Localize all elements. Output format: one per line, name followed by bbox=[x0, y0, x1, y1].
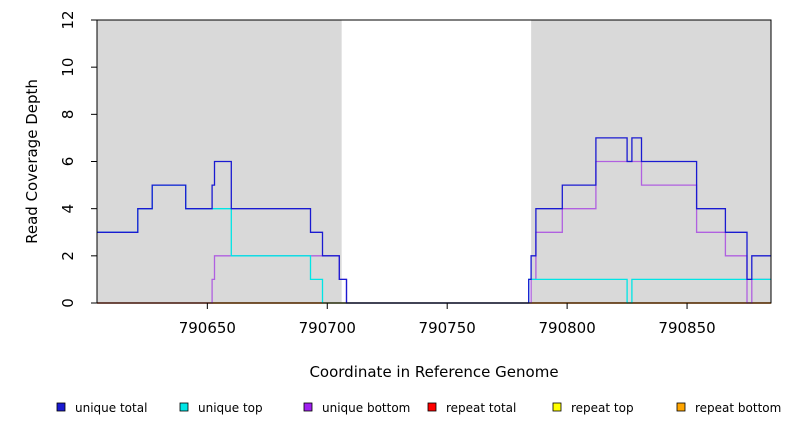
x-tick-label: 790700 bbox=[299, 319, 356, 337]
legend-swatch bbox=[676, 402, 686, 412]
x-tick-label: 790650 bbox=[179, 319, 236, 337]
legend-item-unique-bottom: unique bottom bbox=[303, 401, 410, 415]
x-tick-label: 790750 bbox=[419, 319, 476, 337]
legend-label: unique top bbox=[198, 401, 263, 415]
y-axis: 0 2 4 6 8 10 12 bbox=[59, 10, 97, 308]
legend: unique total unique top unique bottom repea… bbox=[56, 401, 781, 415]
legend-label: repeat total bbox=[446, 401, 516, 415]
legend-label: repeat top bbox=[571, 401, 634, 415]
y-tick-label: 4 bbox=[59, 204, 77, 214]
legend-item-repeat-top: repeat top bbox=[552, 401, 634, 415]
legend-label: unique total bbox=[75, 401, 147, 415]
y-tick-label: 6 bbox=[59, 157, 77, 167]
legend-item-unique-total: unique total bbox=[56, 401, 147, 415]
legend-swatch bbox=[427, 402, 437, 412]
legend-item-repeat-bottom: repeat bottom bbox=[676, 401, 781, 415]
x-axis: 790650 790700 790750 790800 790850 bbox=[179, 303, 716, 337]
y-tick-label: 12 bbox=[59, 10, 77, 29]
y-tick-label: 0 bbox=[59, 298, 77, 308]
y-tick-label: 10 bbox=[59, 58, 77, 77]
legend-swatch bbox=[303, 402, 313, 412]
x-axis-title: Coordinate in Reference Genome bbox=[309, 363, 558, 381]
x-tick-label: 790800 bbox=[538, 319, 595, 337]
legend-label: repeat bottom bbox=[695, 401, 781, 415]
y-tick-label: 8 bbox=[59, 110, 77, 120]
legend-swatch bbox=[179, 402, 189, 412]
legend-item-repeat-total: repeat total bbox=[427, 401, 516, 415]
legend-swatch bbox=[56, 402, 66, 412]
legend-label: unique bottom bbox=[322, 401, 410, 415]
legend-item-unique-top: unique top bbox=[179, 401, 263, 415]
legend-swatch bbox=[552, 402, 562, 412]
series-unique-total bbox=[97, 137, 771, 304]
y-axis-title: Read Coverage Depth bbox=[23, 79, 41, 244]
x-tick-label: 790850 bbox=[658, 319, 715, 337]
y-tick-label: 2 bbox=[59, 251, 77, 261]
